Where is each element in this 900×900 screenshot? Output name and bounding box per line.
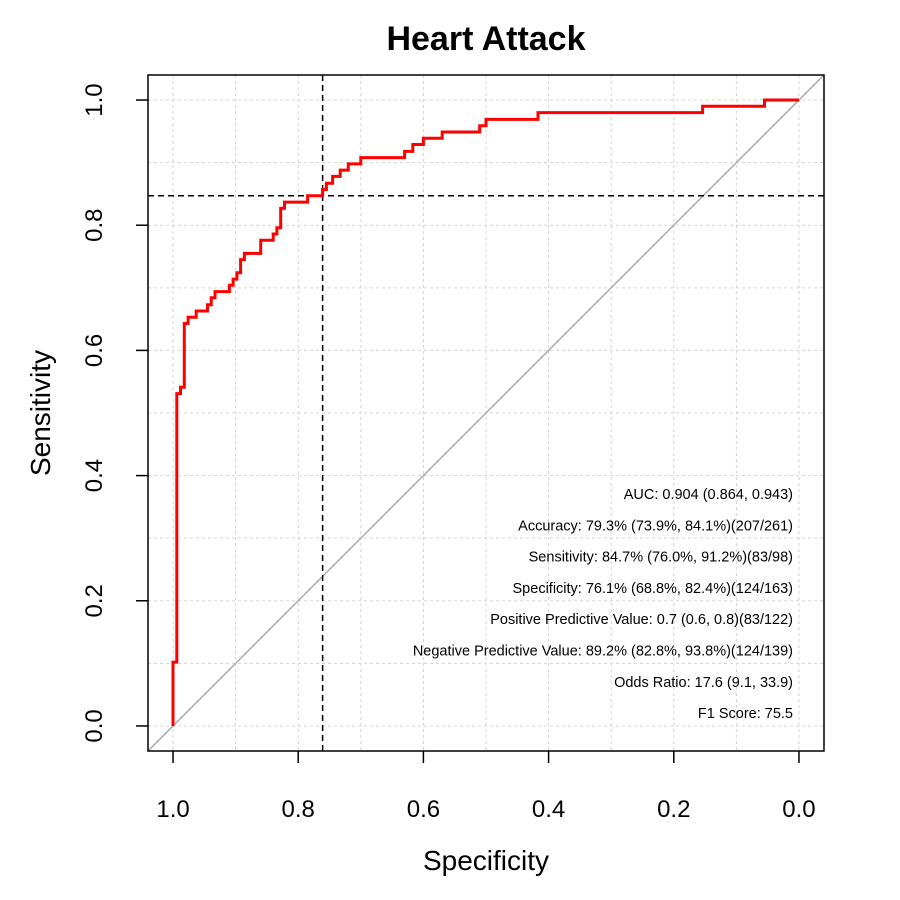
stat-line: Positive Predictive Value: 0.7 (0.6, 0.8… [490,612,793,628]
stat-line: Sensitivity: 84.7% (76.0%, 91.2%)(83/98) [529,550,793,566]
x-tick-label: 0.2 [657,796,690,823]
stat-line: Specificity: 76.1% (68.8%, 82.4%)(124/16… [513,581,793,597]
y-tick-label: 0.2 [81,584,108,617]
stat-line: Negative Predictive Value: 89.2% (82.8%,… [413,644,793,660]
x-axis-title: Specificity [423,845,549,876]
x-axis: 1.0 0.8 0.6 0.4 0.2 0.0 [156,751,816,823]
stat-line: F1 Score: 75.5 [698,706,793,722]
cutoff-lines [148,75,824,751]
chart-title: Heart Attack [386,20,585,58]
stat-line: Accuracy: 79.3% (73.9%, 84.1%)(207/261) [518,518,793,534]
x-tick-label: 1.0 [156,796,189,823]
roc-curve-line [171,98,799,726]
plot-frame [147,74,825,752]
x-tick-label: 0.4 [532,796,565,823]
y-tick-label: 0.6 [81,334,108,367]
x-tick-label: 0.0 [782,796,815,823]
y-axis-title: Sensitivity [25,350,56,476]
y-tick-label: 0.0 [81,709,108,742]
stat-line: AUC: 0.904 (0.864, 0.943) [624,487,793,503]
grid [148,75,824,751]
y-tick-label: 0.8 [81,209,108,242]
stats-block: AUC: 0.904 (0.864, 0.943) Accuracy: 79.3%… [413,487,793,722]
y-axis: 0.0 0.2 0.4 0.6 0.8 1.0 [81,83,148,743]
stat-line: Odds Ratio: 17.6 (9.1, 33.9) [614,675,793,691]
x-tick-label: 0.6 [407,796,440,823]
x-tick-label: 0.8 [282,796,315,823]
reference-diagonal [147,74,825,752]
y-tick-label: 0.4 [81,459,108,492]
y-tick-label: 1.0 [81,83,108,116]
